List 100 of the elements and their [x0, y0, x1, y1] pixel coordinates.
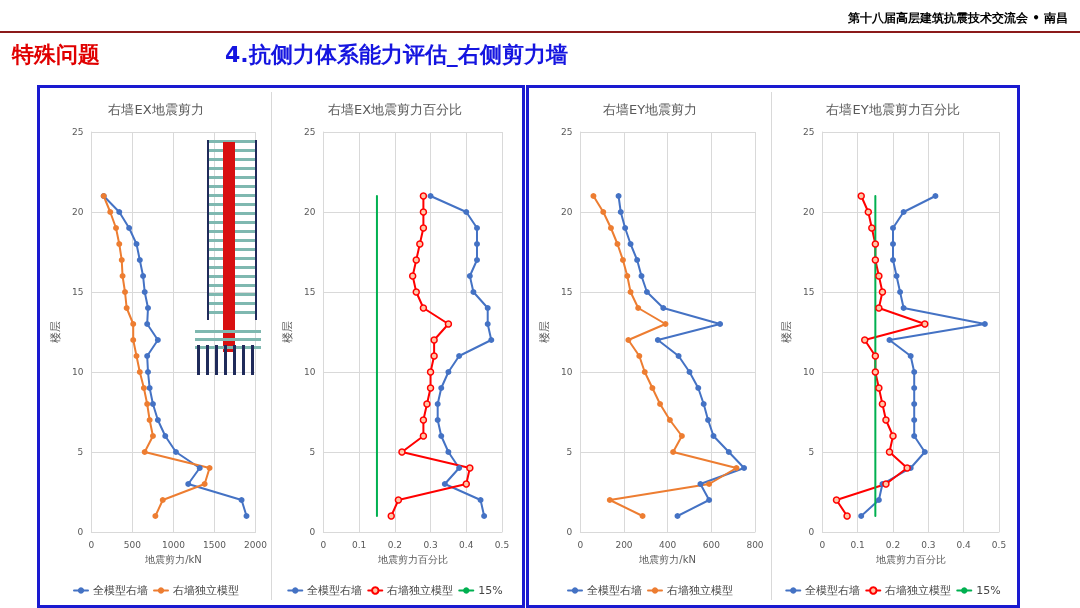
- point: [890, 241, 897, 247]
- point: [426, 368, 435, 376]
- point: [678, 433, 685, 439]
- point: [118, 257, 125, 263]
- point: [911, 369, 918, 375]
- x-tick-label: 0.3: [921, 539, 936, 550]
- point: [441, 481, 448, 487]
- point: [660, 305, 667, 311]
- y-tick-label: 10: [303, 367, 316, 377]
- x-tick-label: 0: [320, 539, 327, 550]
- point: [624, 273, 631, 279]
- y-tick-label: 20: [303, 207, 316, 217]
- point: [706, 481, 713, 487]
- point: [911, 385, 918, 391]
- point: [481, 513, 488, 519]
- point: [116, 209, 123, 215]
- point: [619, 257, 626, 263]
- point: [463, 209, 470, 215]
- x-axis-title: 地震剪力/kN: [638, 553, 696, 565]
- point: [484, 305, 491, 311]
- point: [871, 368, 880, 376]
- x-tick-label: 0.4: [956, 539, 972, 550]
- point: [617, 209, 624, 215]
- point: [868, 224, 876, 232]
- point: [146, 385, 153, 391]
- point: [662, 321, 669, 327]
- point: [885, 448, 894, 456]
- point: [146, 417, 153, 423]
- x-tick-label: 0.4: [459, 539, 474, 550]
- point: [474, 257, 480, 263]
- point: [119, 273, 126, 279]
- point: [657, 401, 664, 407]
- point: [466, 273, 473, 279]
- chart-title: 右墙EY地震剪力: [602, 102, 698, 117]
- point: [419, 416, 428, 424]
- x-tick-label: 0.2: [387, 539, 402, 550]
- point: [196, 465, 203, 471]
- y-tick-label: 25: [71, 127, 84, 137]
- point: [675, 353, 682, 359]
- point: [140, 273, 147, 279]
- y-tick-label: 0: [77, 527, 84, 537]
- point: [741, 465, 748, 471]
- point: [474, 241, 480, 247]
- point: [911, 433, 918, 439]
- point: [911, 417, 918, 423]
- point: [438, 385, 445, 391]
- point: [649, 385, 656, 391]
- point: [133, 241, 140, 247]
- point: [144, 353, 151, 359]
- point: [434, 401, 441, 407]
- point: [152, 513, 159, 519]
- point: [871, 352, 880, 360]
- point: [858, 513, 865, 519]
- point: [882, 416, 890, 424]
- point: [387, 512, 395, 520]
- y-tick-label: 5: [77, 447, 84, 457]
- legend-label: 全模型右墙: [805, 584, 861, 597]
- point: [172, 449, 179, 455]
- point: [981, 321, 988, 327]
- point: [717, 321, 724, 327]
- y-axis-title: 楼层: [780, 321, 793, 343]
- point: [445, 449, 452, 455]
- point: [635, 305, 642, 311]
- point: [144, 401, 151, 407]
- legend-label: 右墙独立模型: [885, 584, 952, 597]
- point: [921, 320, 929, 328]
- point: [625, 337, 632, 343]
- y-tick-label: 10: [802, 367, 815, 377]
- point: [643, 289, 650, 295]
- legend-label: 15%: [976, 584, 1001, 597]
- point: [871, 256, 880, 264]
- x-tick-label: 0.5: [991, 539, 1007, 550]
- point: [889, 432, 897, 440]
- y-tick-label: 0: [309, 527, 316, 537]
- point: [126, 225, 133, 231]
- point: [725, 449, 732, 455]
- point: [861, 336, 869, 344]
- y-tick-label: 10: [560, 367, 573, 377]
- x-tick-label: 600: [702, 539, 721, 550]
- point: [243, 513, 250, 519]
- point: [141, 449, 148, 455]
- y-tick-label: 25: [560, 127, 573, 137]
- point: [733, 465, 740, 471]
- point: [201, 481, 208, 487]
- x-tick-label: 0.2: [885, 539, 901, 550]
- point: [130, 337, 137, 343]
- x-axis-title: 地震剪力/kN: [144, 553, 202, 565]
- x-tick-label: 1500: [203, 539, 227, 550]
- y-tick-label: 5: [808, 447, 815, 457]
- x-tick-label: 0.1: [351, 539, 367, 550]
- point: [890, 257, 897, 263]
- point: [107, 209, 114, 215]
- x-axis-title: 地震剪力百分比: [376, 553, 448, 565]
- y-tick-label: 25: [303, 127, 316, 137]
- x-tick-label: 0.5: [494, 539, 510, 550]
- point: [149, 433, 156, 439]
- point: [430, 336, 438, 344]
- point: [893, 273, 900, 279]
- point: [408, 272, 417, 280]
- point: [140, 385, 147, 391]
